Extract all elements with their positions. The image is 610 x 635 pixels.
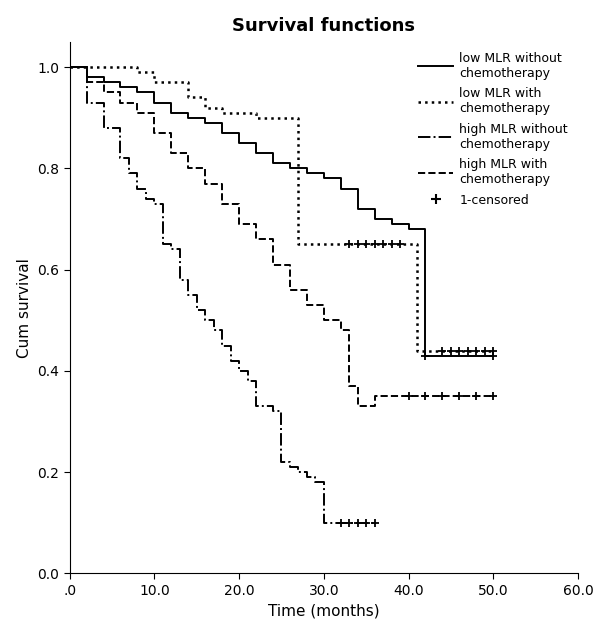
- low MLR without
chemotherapy: [235, 139, 243, 147]
- high MLR with
chemotherapy: [490, 392, 497, 400]
- low MLR with
chemotherapy: [66, 64, 73, 71]
- low MLR without
chemotherapy: [100, 74, 107, 81]
- high MLR without
chemotherapy: [286, 458, 293, 466]
- low MLR with
chemotherapy: [490, 347, 497, 354]
- low MLR without
chemotherapy: [422, 352, 429, 359]
- low MLR without
chemotherapy: [100, 79, 107, 86]
- low MLR without
chemotherapy: [185, 114, 192, 121]
- X-axis label: Time (months): Time (months): [268, 603, 379, 618]
- low MLR without
chemotherapy: [83, 64, 90, 71]
- high MLR with
chemotherapy: [320, 316, 328, 324]
- low MLR with
chemotherapy: [414, 347, 421, 354]
- low MLR without
chemotherapy: [168, 109, 175, 116]
- low MLR without
chemotherapy: [354, 205, 361, 213]
- high MLR without
chemotherapy: [320, 519, 328, 526]
- low MLR without
chemotherapy: [490, 352, 497, 359]
- high MLR without
chemotherapy: [371, 519, 378, 526]
- low MLR without
chemotherapy: [422, 225, 429, 233]
- low MLR without
chemotherapy: [201, 114, 209, 121]
- low MLR without
chemotherapy: [134, 84, 141, 91]
- low MLR without
chemotherapy: [117, 84, 124, 91]
- low MLR without
chemotherapy: [388, 220, 395, 228]
- low MLR without
chemotherapy: [405, 225, 412, 233]
- low MLR without
chemotherapy: [218, 129, 226, 137]
- low MLR with
chemotherapy: [201, 93, 209, 101]
- low MLR without
chemotherapy: [235, 129, 243, 137]
- Line: high MLR without
chemotherapy: high MLR without chemotherapy: [70, 67, 375, 523]
- low MLR without
chemotherapy: [354, 185, 361, 192]
- high MLR without
chemotherapy: [176, 246, 184, 253]
- low MLR with
chemotherapy: [490, 347, 497, 354]
- low MLR without
chemotherapy: [269, 149, 276, 157]
- low MLR with
chemotherapy: [109, 64, 116, 71]
- low MLR without
chemotherapy: [151, 98, 158, 106]
- high MLR without
chemotherapy: [168, 241, 175, 248]
- low MLR without
chemotherapy: [286, 164, 293, 172]
- Legend: low MLR without
chemotherapy, low MLR with
chemotherapy, high MLR without
chemot: low MLR without chemotherapy, low MLR wi…: [414, 48, 572, 211]
- low MLR without
chemotherapy: [253, 139, 260, 147]
- low MLR without
chemotherapy: [269, 159, 276, 167]
- low MLR without
chemotherapy: [168, 98, 175, 106]
- low MLR without
chemotherapy: [490, 352, 497, 359]
- low MLR without
chemotherapy: [117, 79, 124, 86]
- low MLR without
chemotherapy: [66, 64, 73, 71]
- high MLR with
chemotherapy: [66, 64, 73, 71]
- low MLR without
chemotherapy: [337, 185, 345, 192]
- low MLR without
chemotherapy: [201, 119, 209, 126]
- high MLR without
chemotherapy: [66, 64, 73, 71]
- Y-axis label: Cum survival: Cum survival: [16, 258, 32, 358]
- low MLR without
chemotherapy: [320, 175, 328, 182]
- low MLR without
chemotherapy: [388, 215, 395, 223]
- low MLR with
chemotherapy: [151, 79, 158, 86]
- low MLR with
chemotherapy: [473, 347, 480, 354]
- low MLR without
chemotherapy: [371, 205, 378, 213]
- high MLR with
chemotherapy: [151, 109, 158, 116]
- high MLR without
chemotherapy: [371, 519, 378, 526]
- low MLR without
chemotherapy: [218, 119, 226, 126]
- low MLR without
chemotherapy: [371, 215, 378, 223]
- low MLR without
chemotherapy: [83, 74, 90, 81]
- low MLR without
chemotherapy: [253, 149, 260, 157]
- low MLR without
chemotherapy: [185, 109, 192, 116]
- high MLR with
chemotherapy: [117, 98, 124, 106]
- high MLR without
chemotherapy: [218, 326, 226, 334]
- low MLR without
chemotherapy: [303, 164, 310, 172]
- low MLR without
chemotherapy: [337, 175, 345, 182]
- Line: high MLR with
chemotherapy: high MLR with chemotherapy: [70, 67, 493, 406]
- low MLR without
chemotherapy: [320, 170, 328, 177]
- low MLR without
chemotherapy: [303, 170, 310, 177]
- low MLR with
chemotherapy: [295, 241, 302, 248]
- high MLR with
chemotherapy: [201, 164, 209, 172]
- high MLR with
chemotherapy: [354, 403, 361, 410]
- Line: low MLR without
chemotherapy: low MLR without chemotherapy: [70, 67, 493, 356]
- high MLR with
chemotherapy: [388, 392, 395, 400]
- low MLR without
chemotherapy: [151, 89, 158, 97]
- low MLR without
chemotherapy: [286, 159, 293, 167]
- Title: Survival functions: Survival functions: [232, 17, 415, 35]
- low MLR without
chemotherapy: [405, 220, 412, 228]
- low MLR without
chemotherapy: [134, 89, 141, 97]
- Line: low MLR with
chemotherapy: low MLR with chemotherapy: [70, 67, 493, 351]
- high MLR with
chemotherapy: [83, 79, 90, 86]
- high MLR without
chemotherapy: [227, 342, 234, 349]
